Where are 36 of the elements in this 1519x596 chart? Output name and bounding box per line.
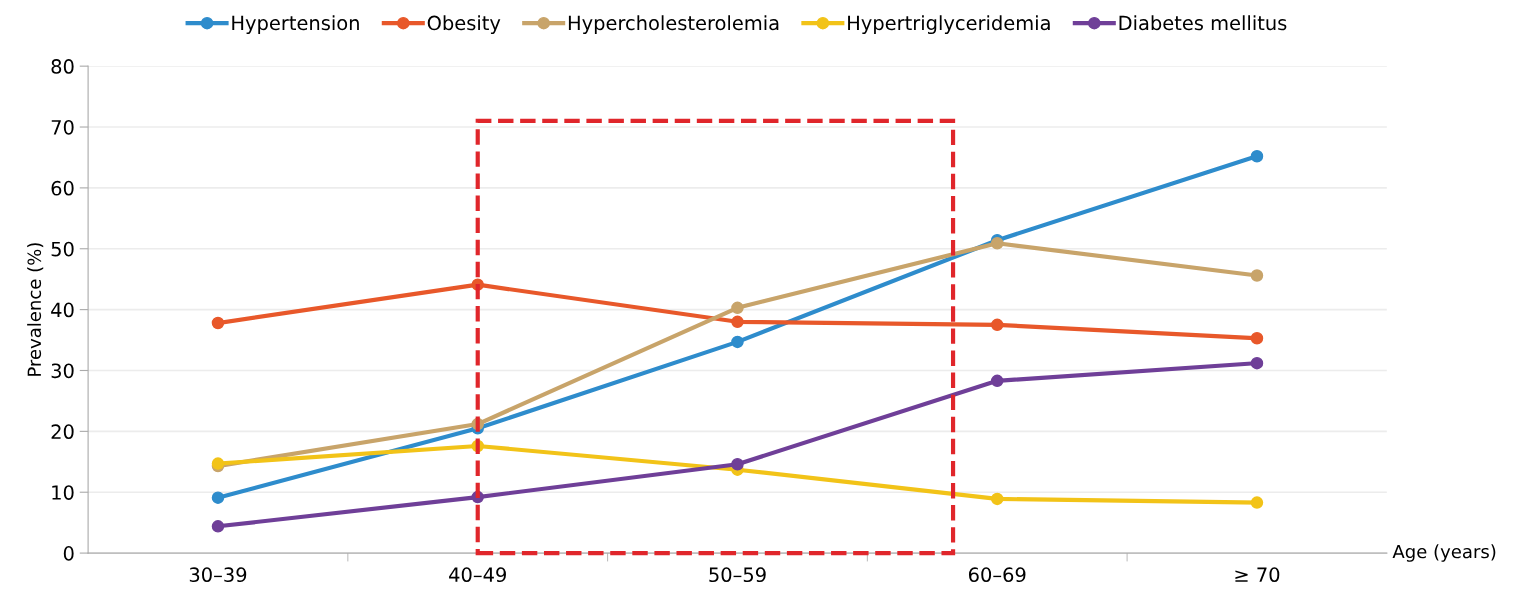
point [990,318,1004,332]
x-tick-label: 30–39 [189,567,247,583]
legend-label: Hypertriglyceridemia [848,15,1050,35]
y-tick-label: 40 [51,302,74,318]
y-tick-label: 20 [51,424,74,440]
y-tick-label: 70 [51,119,74,135]
point [1250,331,1264,345]
legend-label: Hypertension [232,15,359,35]
point [1250,356,1264,370]
point [211,491,225,504]
y-tick-label: 0 [63,546,74,561]
point [211,520,225,533]
y-tick-label: 50 [51,241,74,257]
point [211,316,225,330]
legend-label: Hypercholesterolemia [568,15,779,35]
point [731,315,744,329]
x-tick-label: ≥ 70 [1235,567,1280,583]
y-tick-label: 60 [51,180,74,196]
x-axis-title: Age (years) [1392,544,1496,562]
y-tick-label: 30 [51,363,74,379]
point [990,492,1004,506]
point [1250,496,1264,509]
y-axis-title: Prevalence (%) [27,243,44,376]
point [731,457,744,471]
point [1250,149,1264,163]
y-tick-label: 80 [51,59,74,74]
point [990,374,1004,388]
x-tick-label: 40–49 [449,567,506,583]
y-tick-label: 10 [52,485,74,500]
x-tick-label: 50–59 [709,567,766,583]
legend-label: Diabetes mellitus [1119,15,1287,31]
point [731,335,744,349]
legend-label: Obesity [427,15,501,35]
x-tick-label: 60–69 [968,567,1026,583]
point [1250,269,1264,282]
point [731,301,744,315]
